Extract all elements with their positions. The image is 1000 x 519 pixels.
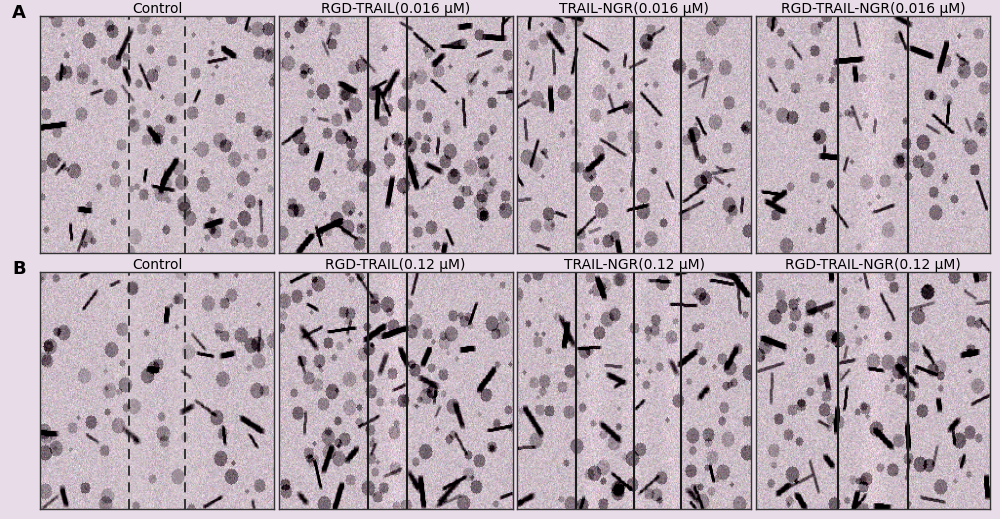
Title: Control: Control xyxy=(132,257,182,271)
Title: RGD-TRAIL(0.12 μM): RGD-TRAIL(0.12 μM) xyxy=(325,257,466,271)
Title: RGD-TRAIL-NGR(0.016 μM): RGD-TRAIL-NGR(0.016 μM) xyxy=(781,2,965,16)
Text: A: A xyxy=(12,4,26,22)
Title: TRAIL-NGR(0.016 μM): TRAIL-NGR(0.016 μM) xyxy=(559,2,709,16)
Title: TRAIL-NGR(0.12 μM): TRAIL-NGR(0.12 μM) xyxy=(564,257,705,271)
Title: Control: Control xyxy=(132,2,182,16)
Title: RGD-TRAIL-NGR(0.12 μM): RGD-TRAIL-NGR(0.12 μM) xyxy=(785,257,961,271)
Title: RGD-TRAIL(0.016 μM): RGD-TRAIL(0.016 μM) xyxy=(321,2,470,16)
Text: B: B xyxy=(12,260,26,278)
